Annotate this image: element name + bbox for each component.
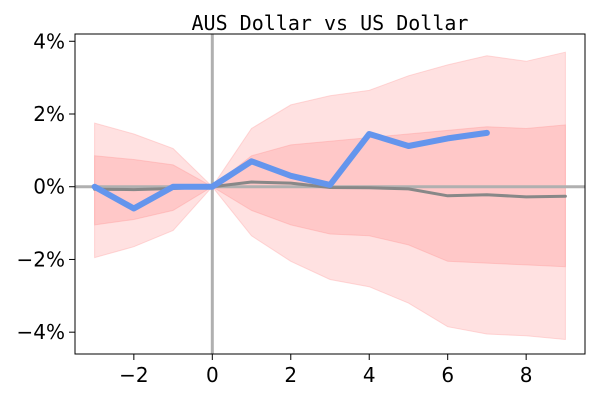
x-tick-label: 0: [206, 363, 219, 387]
y-axis: −4% −2% 0% 2% 4%: [17, 29, 75, 344]
x-axis: −2 0 2 4 6 8: [119, 354, 533, 387]
y-tick-label: 2%: [33, 102, 65, 126]
x-tick-label: 4: [363, 363, 376, 387]
x-tick-label: 6: [441, 363, 454, 387]
plot-frame: [74, 33, 586, 355]
y-tick-label: −2%: [17, 247, 66, 271]
outer-confidence-band: [94, 51, 566, 341]
y-tick-label: 4%: [33, 29, 65, 53]
y-tick-label: 0%: [33, 175, 65, 199]
series-line-1: [91, 129, 490, 212]
y-tick-label: −4%: [17, 320, 66, 344]
plot-area: [75, 34, 585, 354]
series-layer: [91, 129, 567, 212]
x-tick-label: 8: [520, 363, 533, 387]
inner-confidence-band: [94, 124, 566, 268]
x-tick-label: −2: [119, 363, 148, 387]
x-tick-label: 2: [284, 363, 297, 387]
chart-title: AUS Dollar vs US Dollar: [192, 11, 469, 35]
